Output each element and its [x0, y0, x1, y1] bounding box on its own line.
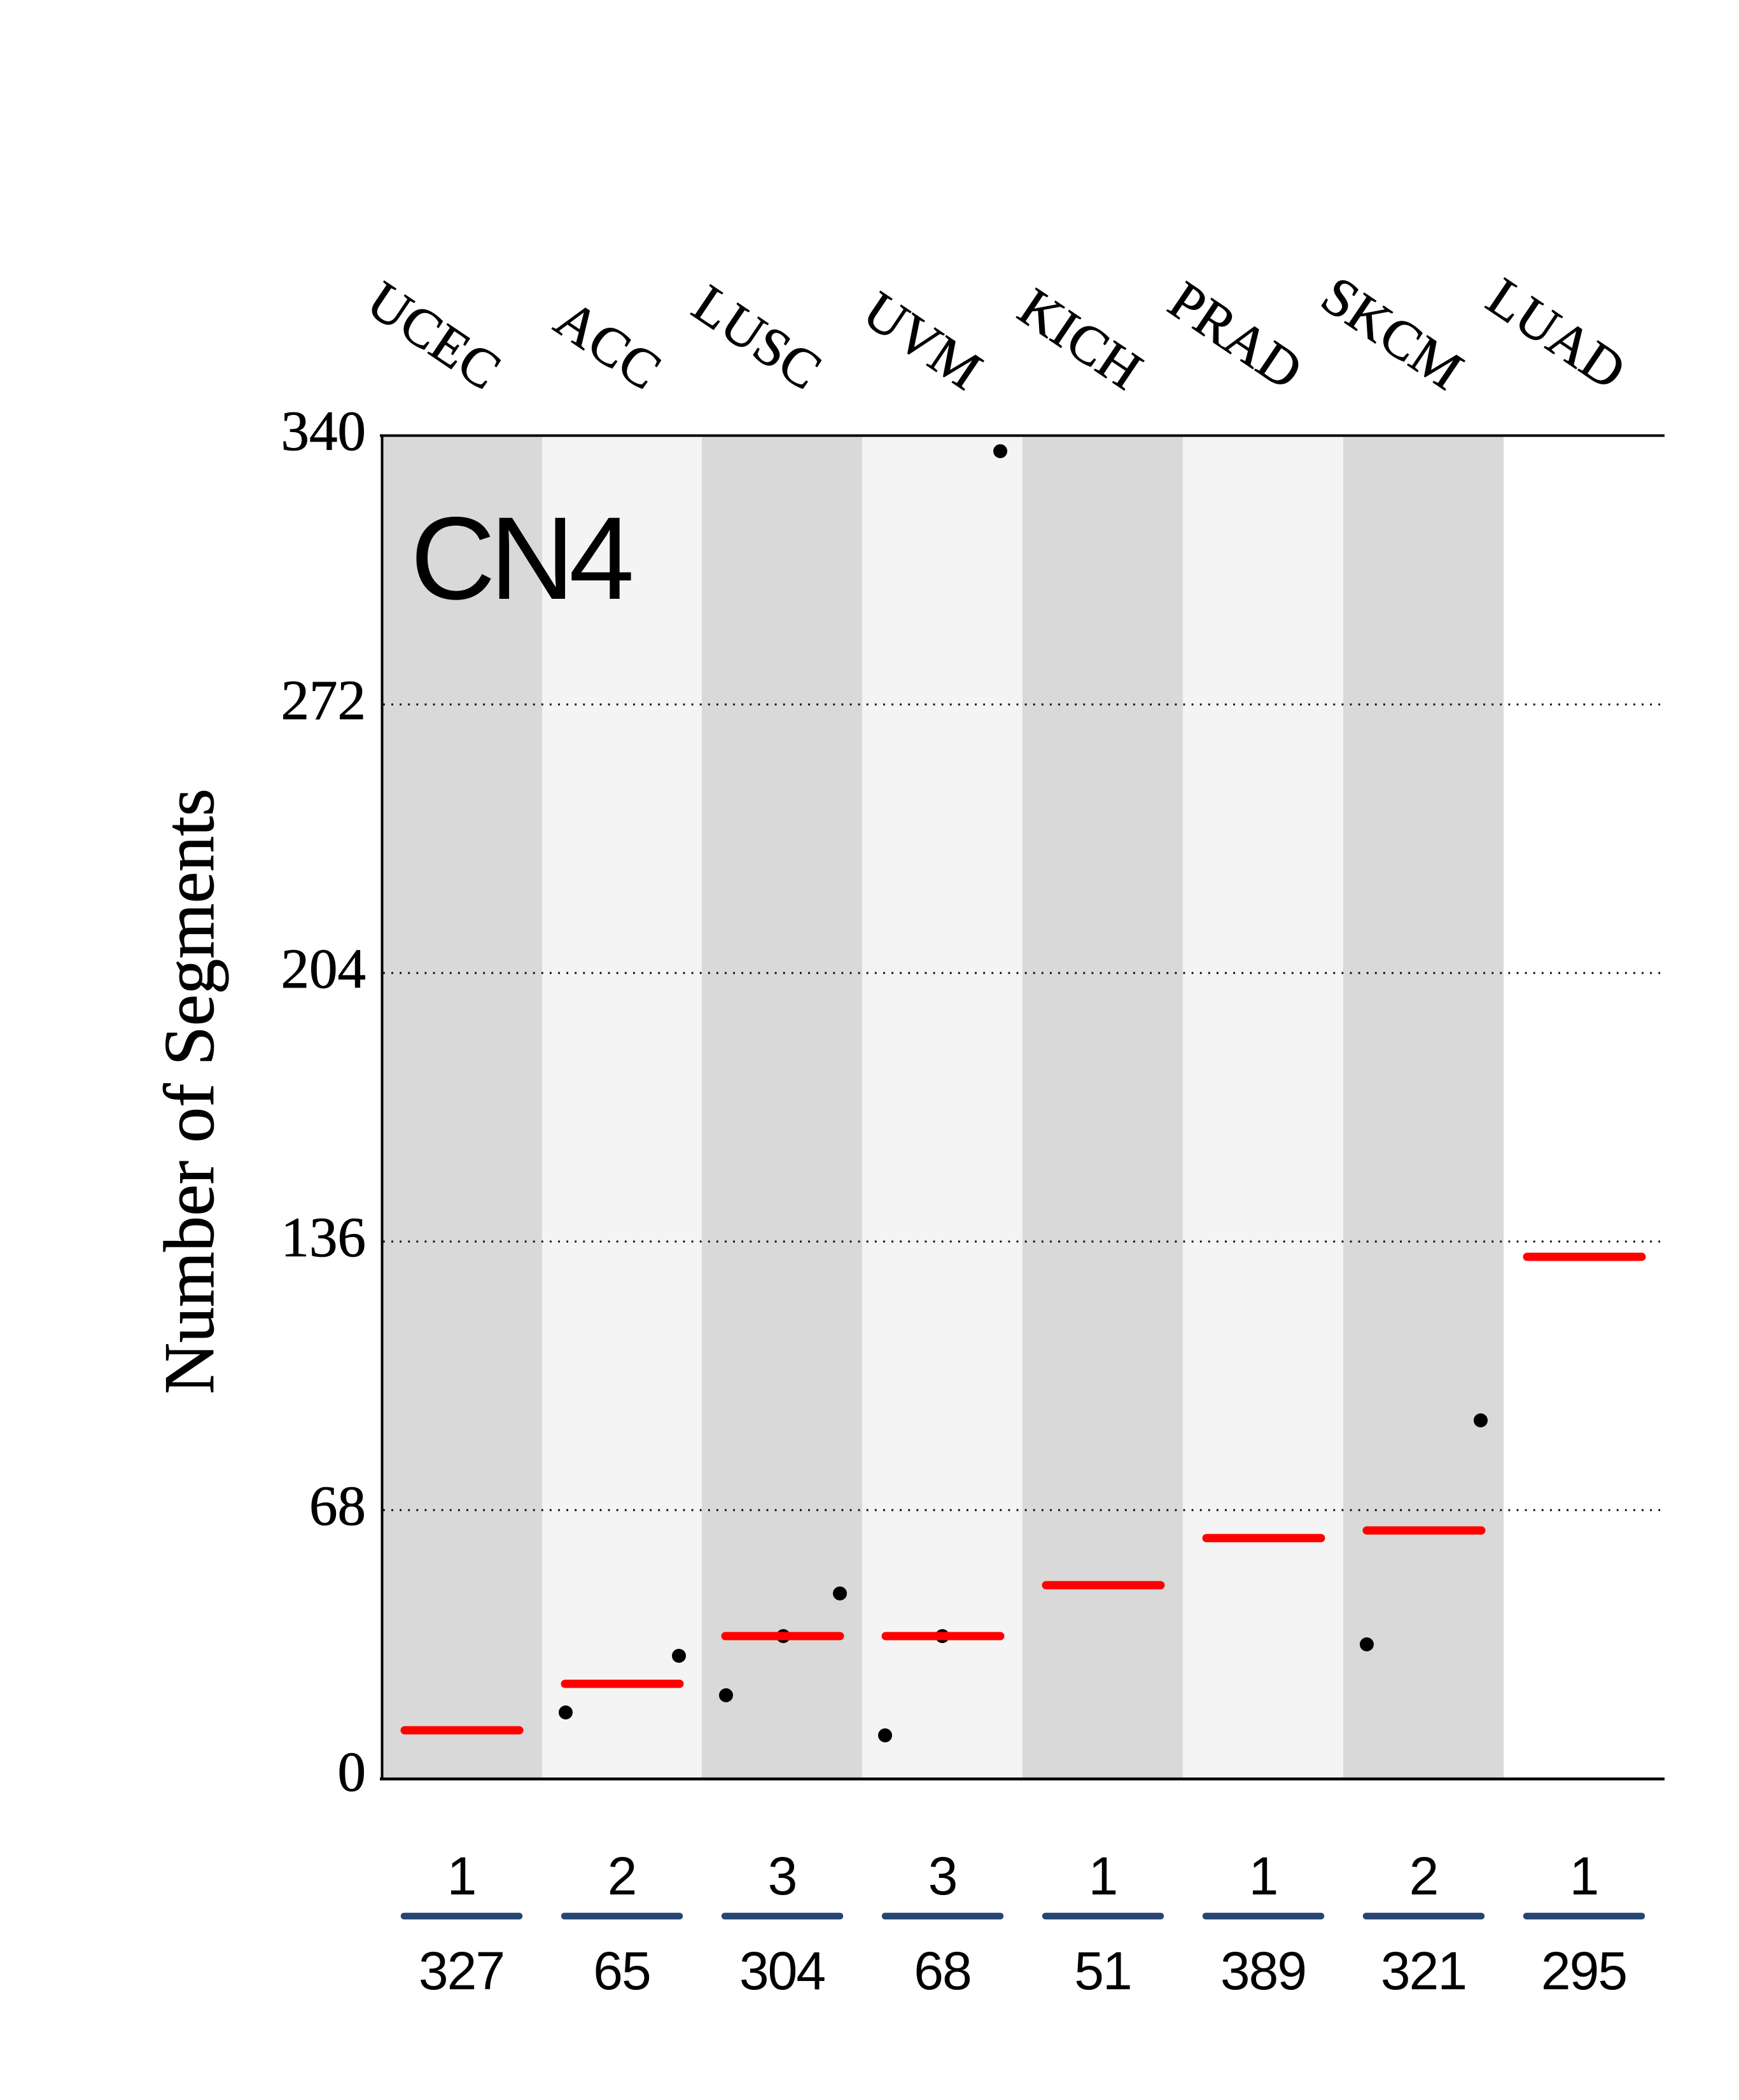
- svg-text:3: 3: [928, 1846, 957, 1906]
- svg-text:68: 68: [309, 1475, 366, 1537]
- svg-text:3: 3: [768, 1846, 797, 1906]
- svg-text:1: 1: [1249, 1846, 1278, 1906]
- svg-text:304: 304: [739, 1941, 825, 2001]
- svg-text:321: 321: [1381, 1941, 1466, 2001]
- svg-text:295: 295: [1541, 1941, 1626, 2001]
- svg-text:CN4: CN4: [410, 493, 634, 624]
- svg-text:0: 0: [338, 1741, 367, 1803]
- svg-text:272: 272: [281, 669, 367, 732]
- svg-text:1: 1: [447, 1846, 476, 1906]
- svg-text:2: 2: [1409, 1846, 1438, 1906]
- svg-text:1: 1: [1570, 1846, 1598, 1906]
- svg-text:389: 389: [1220, 1941, 1306, 2001]
- svg-text:51: 51: [1074, 1941, 1131, 2001]
- svg-text:204: 204: [281, 938, 367, 1000]
- svg-text:1: 1: [1089, 1846, 1117, 1906]
- svg-text:136: 136: [281, 1207, 367, 1269]
- svg-text:Number of Segments: Number of Segments: [150, 788, 229, 1394]
- svg-text:327: 327: [419, 1941, 504, 2001]
- svg-text:340: 340: [281, 400, 367, 463]
- svg-text:65: 65: [593, 1941, 650, 2001]
- svg-text:68: 68: [914, 1941, 970, 2001]
- svg-text:2: 2: [608, 1846, 636, 1906]
